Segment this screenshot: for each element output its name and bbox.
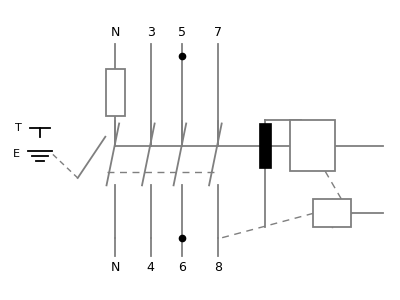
Bar (259, 123, 271, 168)
Bar (290, 120, 335, 171)
Text: 5: 5 (178, 26, 186, 39)
Text: 6: 6 (178, 261, 186, 274)
Bar (106, 69, 125, 116)
Text: 7: 7 (214, 26, 222, 39)
Bar (314, 199, 351, 227)
Text: N: N (110, 261, 120, 274)
Text: N: N (110, 26, 120, 39)
Text: 4: 4 (147, 261, 155, 274)
Text: T: T (15, 123, 22, 133)
Text: 8: 8 (214, 261, 222, 274)
Text: E: E (13, 149, 20, 159)
Text: 3: 3 (147, 26, 155, 39)
